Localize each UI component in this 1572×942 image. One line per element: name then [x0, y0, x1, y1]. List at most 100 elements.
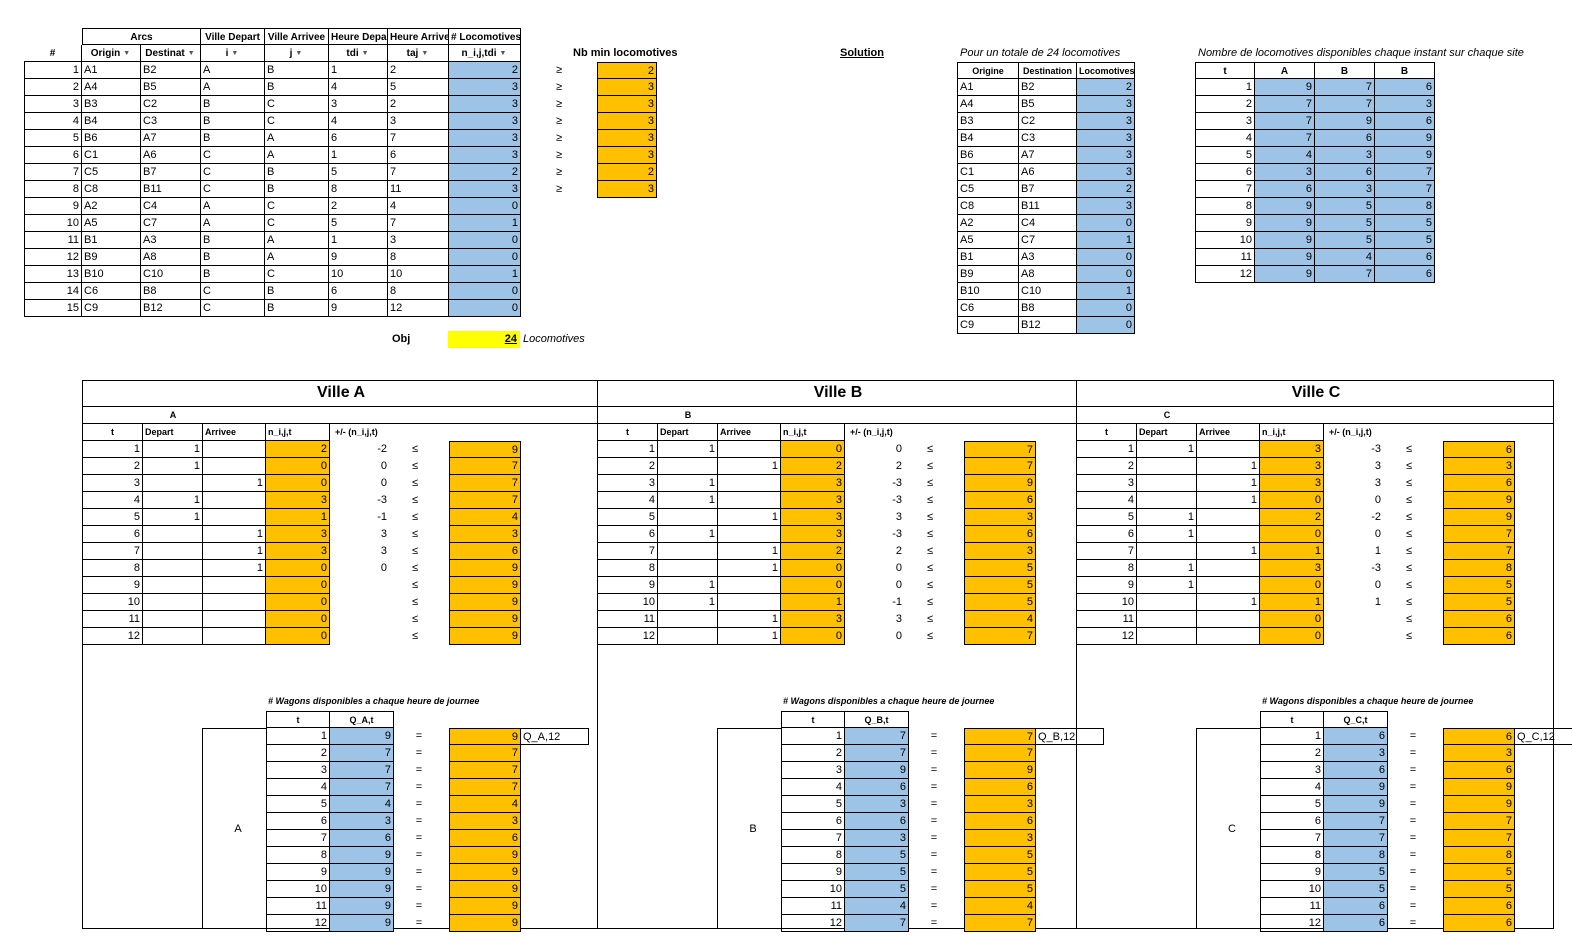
availability-b2[interactable]: 6	[1375, 79, 1435, 96]
availability-b[interactable]: 7	[1315, 79, 1375, 96]
wagons-target[interactable]: 9	[449, 881, 521, 898]
wagons-target[interactable]: 9	[449, 728, 521, 745]
wagons-target[interactable]: 6	[1443, 728, 1515, 745]
city-capacity[interactable]: 9	[449, 441, 521, 458]
locomotives-cell[interactable]: 0	[449, 198, 521, 215]
locomotives-cell[interactable]: 2	[449, 164, 521, 181]
availability-a[interactable]: 9	[1255, 249, 1315, 266]
city-n[interactable]: 0	[781, 560, 845, 577]
wagons-q[interactable]: 5	[845, 864, 909, 881]
wagons-target[interactable]: 7	[449, 779, 521, 796]
wagons-target[interactable]: 9	[964, 762, 1036, 779]
city-n[interactable]: 3	[1260, 560, 1324, 577]
wagons-q[interactable]: 9	[330, 881, 394, 898]
city-capacity[interactable]: 5	[964, 560, 1036, 577]
wagons-q[interactable]: 7	[845, 915, 909, 932]
arcs-col-header-4[interactable]: j ▼	[265, 45, 329, 62]
wagons-q[interactable]: 9	[845, 762, 909, 779]
wagons-target[interactable]: 7	[964, 728, 1036, 745]
city-n[interactable]: 0	[1260, 526, 1324, 543]
availability-a[interactable]: 7	[1255, 96, 1315, 113]
city-capacity[interactable]: 9	[1443, 492, 1515, 509]
availability-b2[interactable]: 6	[1375, 249, 1435, 266]
availability-b[interactable]: 9	[1315, 113, 1375, 130]
city-capacity[interactable]: 5	[964, 577, 1036, 594]
locomotives-cell[interactable]: 0	[449, 300, 521, 317]
city-capacity[interactable]: 9	[449, 628, 521, 645]
wagons-target[interactable]: 7	[449, 745, 521, 762]
min-loco-value[interactable]: 3	[597, 96, 657, 113]
locomotives-cell[interactable]: 3	[449, 147, 521, 164]
city-capacity[interactable]: 9	[449, 594, 521, 611]
wagons-target[interactable]: 5	[964, 864, 1036, 881]
city-n[interactable]: 3	[781, 492, 845, 509]
city-n[interactable]: 2	[781, 458, 845, 475]
availability-b[interactable]: 3	[1315, 181, 1375, 198]
filter-dropdown-icon[interactable]: ▼	[187, 49, 195, 57]
availability-a[interactable]: 4	[1255, 147, 1315, 164]
wagons-target[interactable]: 9	[449, 915, 521, 932]
city-n[interactable]: 1	[781, 594, 845, 611]
solution-locomotives[interactable]: 3	[1077, 147, 1135, 164]
availability-b2[interactable]: 8	[1375, 198, 1435, 215]
city-n[interactable]: 0	[266, 458, 330, 475]
wagons-q[interactable]: 4	[330, 796, 394, 813]
min-loco-value[interactable]: 2	[597, 62, 657, 79]
wagons-q[interactable]: 9	[1324, 796, 1388, 813]
wagons-target[interactable]: 5	[1443, 881, 1515, 898]
wagons-target[interactable]: 6	[964, 813, 1036, 830]
arcs-col-header-2[interactable]: Destinat ▼	[141, 45, 201, 62]
wagons-target[interactable]: 3	[1443, 745, 1515, 762]
arcs-col-header-6[interactable]: taj ▼	[388, 45, 449, 62]
city-capacity[interactable]: 4	[964, 611, 1036, 628]
availability-a[interactable]: 9	[1255, 232, 1315, 249]
locomotives-cell[interactable]: 0	[449, 283, 521, 300]
availability-b[interactable]: 5	[1315, 215, 1375, 232]
wagons-target[interactable]: 7	[1443, 830, 1515, 847]
wagons-target[interactable]: 6	[964, 779, 1036, 796]
wagons-q[interactable]: 5	[845, 847, 909, 864]
city-n[interactable]: 2	[266, 441, 330, 458]
availability-b2[interactable]: 3	[1375, 96, 1435, 113]
wagons-target[interactable]: 6	[1443, 762, 1515, 779]
city-n[interactable]: 0	[266, 560, 330, 577]
availability-a[interactable]: 7	[1255, 130, 1315, 147]
city-n[interactable]: 3	[781, 475, 845, 492]
wagons-q[interactable]: 6	[1324, 915, 1388, 932]
availability-a[interactable]: 7	[1255, 113, 1315, 130]
locomotives-cell[interactable]: 1	[449, 215, 521, 232]
wagons-q[interactable]: 9	[1324, 779, 1388, 796]
city-capacity[interactable]: 7	[1443, 526, 1515, 543]
city-capacity[interactable]: 6	[964, 526, 1036, 543]
filter-dropdown-icon[interactable]: ▼	[231, 49, 239, 57]
wagons-q[interactable]: 7	[330, 745, 394, 762]
availability-b[interactable]: 5	[1315, 198, 1375, 215]
solution-locomotives[interactable]: 3	[1077, 164, 1135, 181]
solution-locomotives[interactable]: 2	[1077, 79, 1135, 96]
wagons-q[interactable]: 9	[330, 864, 394, 881]
filter-dropdown-icon[interactable]: ▼	[421, 49, 429, 57]
wagons-q[interactable]: 3	[845, 830, 909, 847]
city-n[interactable]: 0	[1260, 611, 1324, 628]
arcs-col-header-5[interactable]: tdi ▼	[329, 45, 388, 62]
availability-b[interactable]: 6	[1315, 164, 1375, 181]
city-capacity[interactable]: 7	[964, 441, 1036, 458]
wagons-target[interactable]: 7	[1443, 813, 1515, 830]
city-capacity[interactable]: 7	[1443, 543, 1515, 560]
city-capacity[interactable]: 6	[1443, 628, 1515, 645]
city-capacity[interactable]: 3	[1443, 458, 1515, 475]
filter-dropdown-icon[interactable]: ▼	[361, 49, 369, 57]
wagons-q[interactable]: 7	[330, 779, 394, 796]
availability-b2[interactable]: 9	[1375, 147, 1435, 164]
city-capacity[interactable]: 3	[964, 509, 1036, 526]
wagons-target[interactable]: 4	[964, 898, 1036, 915]
locomotives-cell[interactable]: 3	[449, 96, 521, 113]
city-capacity[interactable]: 7	[449, 492, 521, 509]
locomotives-cell[interactable]: 0	[449, 232, 521, 249]
locomotives-cell[interactable]: 2	[449, 62, 521, 79]
availability-a[interactable]: 9	[1255, 79, 1315, 96]
city-capacity[interactable]: 5	[1443, 594, 1515, 611]
city-capacity[interactable]: 7	[449, 475, 521, 492]
arcs-col-header-1[interactable]: Origin ▼	[82, 45, 141, 62]
wagons-q[interactable]: 5	[845, 881, 909, 898]
